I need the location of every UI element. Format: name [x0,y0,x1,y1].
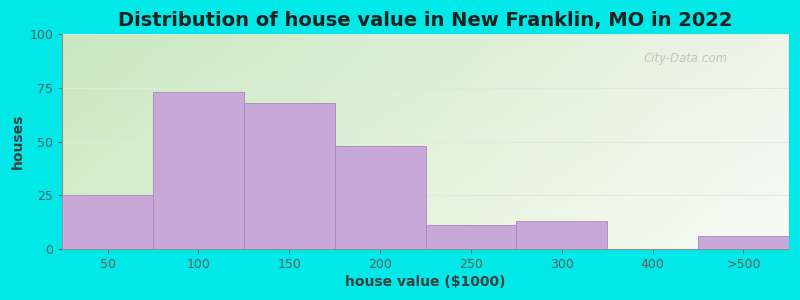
Bar [698,236,789,249]
Y-axis label: houses: houses [11,114,25,169]
Bar [426,225,516,249]
Title: Distribution of house value in New Franklin, MO in 2022: Distribution of house value in New Frank… [118,11,733,30]
Bar [62,195,153,249]
X-axis label: house value ($1000): house value ($1000) [346,275,506,289]
Bar [153,92,244,249]
Bar [244,103,334,249]
Text: City-Data.com: City-Data.com [643,52,728,64]
Bar [334,146,426,249]
Bar [516,221,607,249]
